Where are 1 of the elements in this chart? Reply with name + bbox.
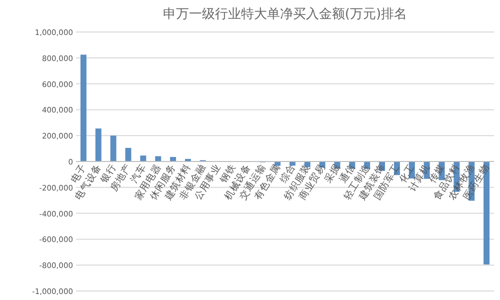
chart-title: 申万一级行业特大单净买入金额(万元)排名 [162,7,408,22]
